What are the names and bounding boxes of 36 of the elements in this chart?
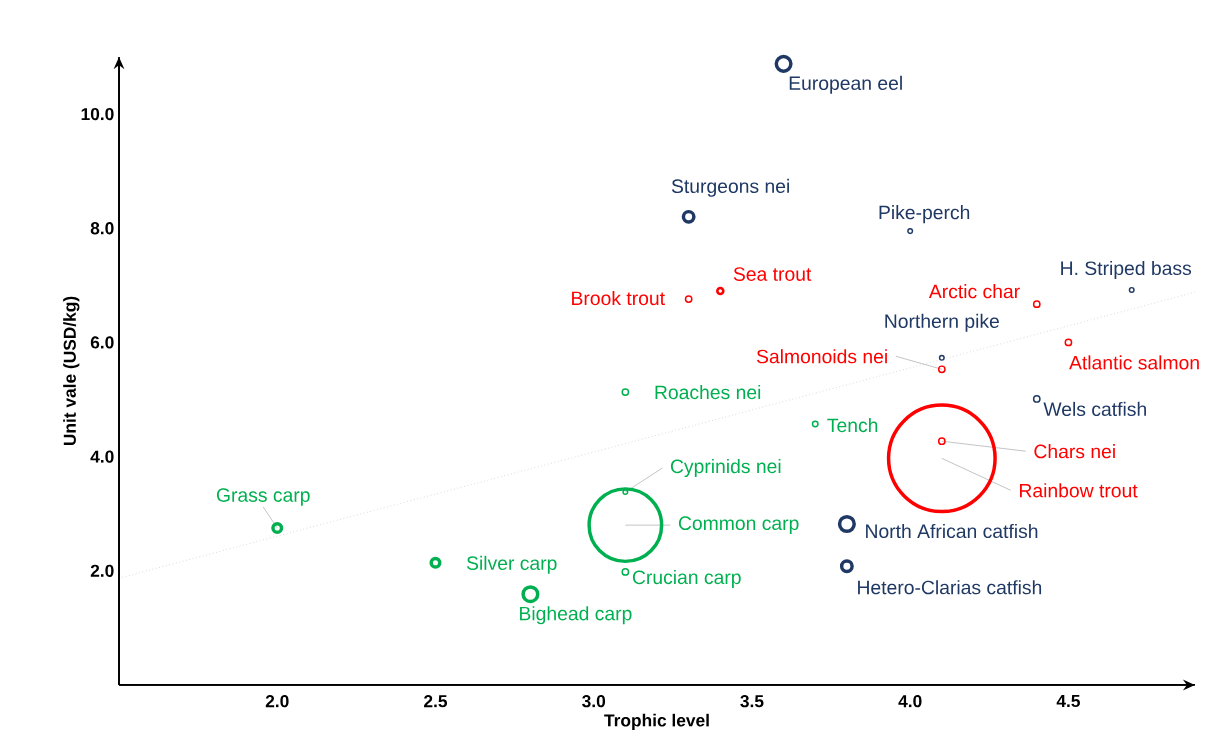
text: Salmonoids nei (756, 349, 887, 364)
x-tick-label: 2.0 (265, 695, 289, 708)
series-label: Roaches nei (655, 385, 761, 400)
x-tick-label: 4.0 (898, 695, 922, 708)
text: Cyprinids nei (670, 459, 781, 478)
x-tick-label: 3.0 (582, 695, 606, 708)
x-axis-title: Trophic level (604, 713, 709, 730)
series-label: Grass carp (216, 488, 310, 506)
series-label: North African catfish (866, 523, 1038, 539)
series-label: Hetero-Clarias catfish (858, 580, 1042, 595)
series-label: Crucian carp (632, 569, 741, 588)
y-tick-label: 10.0 (81, 107, 114, 121)
series-label: Wels catfish (1043, 401, 1146, 417)
x-tick-label: 3.5 (740, 695, 764, 708)
series-label: Rainbow trout (1020, 483, 1138, 498)
series-label: Northern pike (885, 313, 999, 332)
x-tick-label: 4.5 (1056, 695, 1080, 708)
series-label: Sea trout (733, 267, 812, 281)
y-tick-label: 2.0 (90, 564, 114, 577)
series-label: Brook trout (572, 290, 665, 306)
series-label: Tench (827, 417, 878, 433)
text: Chars nei (1034, 444, 1115, 459)
series-label: Pike-perch (879, 205, 970, 224)
series-label: Silver carp (466, 555, 557, 574)
y-tick-label: 4.0 (90, 450, 114, 463)
series-label: Bighead carp (520, 606, 632, 625)
y-axis-title: Unit vale (USD/kg) (63, 296, 80, 446)
legend-label: Common carp (678, 516, 799, 534)
series-label: Arctic char (928, 284, 1020, 299)
series-label: European eel (789, 75, 902, 94)
y-tick-label: 8.0 (90, 222, 114, 235)
series-label: Sturgeons nei (671, 178, 789, 197)
x-tick-label: 2.5 (424, 695, 448, 708)
series-label: H. Striped bass (1061, 260, 1192, 279)
series-label: Atlantic salmon (1069, 355, 1199, 370)
y-tick-label: 6.0 (90, 336, 114, 349)
